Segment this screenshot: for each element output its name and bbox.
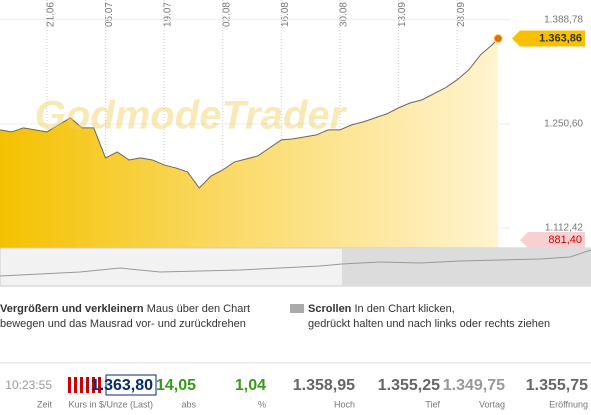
last-tag bbox=[512, 30, 585, 47]
x-tick-label: 02.08 bbox=[221, 2, 232, 27]
x-tick-label: 05.07 bbox=[104, 2, 115, 27]
help-title: Scrollen In den Chart klicken, bbox=[308, 303, 455, 315]
x-tick-label: 21.06 bbox=[46, 2, 57, 27]
area bbox=[0, 38, 499, 248]
y-tick-label: 1.250,60 bbox=[544, 119, 583, 130]
quote-label: Tief bbox=[425, 399, 440, 409]
quote-value: 1.355,25 bbox=[378, 377, 440, 394]
scroll-icon bbox=[290, 304, 304, 313]
flag-icon bbox=[68, 377, 101, 393]
quote-value: 10:23:55 bbox=[5, 378, 52, 392]
last-point bbox=[493, 34, 503, 44]
last-label: 1.363,86 bbox=[539, 32, 582, 44]
lower-label: 881,40 bbox=[548, 234, 582, 246]
help-title: Vergrößern und verkleinern Maus über den… bbox=[0, 303, 250, 315]
help-title: Scrollen bbox=[308, 303, 352, 315]
quote-label: Zeit bbox=[37, 399, 53, 409]
help-title: Vergrößern und verkleinern bbox=[0, 303, 144, 315]
y-tick-label: 1.388,78 bbox=[544, 14, 583, 25]
lower-tag: 881,40 bbox=[520, 232, 585, 248]
quote-label: Kurs in $/Unze (Last) bbox=[68, 399, 153, 409]
quote-value: 1.363,80 bbox=[91, 377, 153, 394]
x-tick-label: 28.09 bbox=[456, 2, 467, 27]
help-text: In den Chart klicken, bbox=[354, 303, 454, 315]
quote-value: 14,05 bbox=[156, 377, 196, 394]
quote-value: 1.349,75 bbox=[443, 377, 505, 394]
quote-value: 1.358,95 bbox=[293, 377, 355, 394]
quote-label: abs bbox=[181, 399, 196, 409]
price-box bbox=[105, 374, 157, 396]
quote-label: Hoch bbox=[334, 399, 355, 409]
quote-label: % bbox=[258, 399, 266, 409]
x-tick-label: 13.09 bbox=[397, 2, 408, 27]
x-tick-label: 16.08 bbox=[280, 2, 291, 27]
watermark: GodmodeTrader bbox=[35, 94, 348, 138]
navigator-window[interactable] bbox=[342, 248, 591, 286]
help-text: gedrückt halten und nach links oder rech… bbox=[308, 318, 550, 330]
help-text: Maus über den Chart bbox=[147, 303, 250, 315]
x-tick-label: 19.07 bbox=[163, 2, 174, 27]
plot: 21.06 05.07 19.07 02.08 16.08 30.08 13.09 28.09… bbox=[0, 0, 585, 248]
quote-value: 1,04 bbox=[235, 377, 266, 394]
quote-label: Vortag bbox=[479, 399, 505, 409]
x-tick-label: 30.08 bbox=[339, 2, 350, 27]
quote-bar: 10:23:55 Zeit 1.363,80 Kurs in $/Unze (Last… bbox=[5, 374, 588, 409]
help-text: bewegen und das Mausrad vor- und zurückd… bbox=[0, 318, 246, 330]
quote-value: 1.355,75 bbox=[526, 377, 588, 394]
navigator-line bbox=[0, 249, 591, 277]
price-line bbox=[0, 38, 499, 189]
quote-label: Eröffnung bbox=[549, 399, 588, 409]
y-tick-label: 1.112,42 bbox=[545, 223, 584, 234]
